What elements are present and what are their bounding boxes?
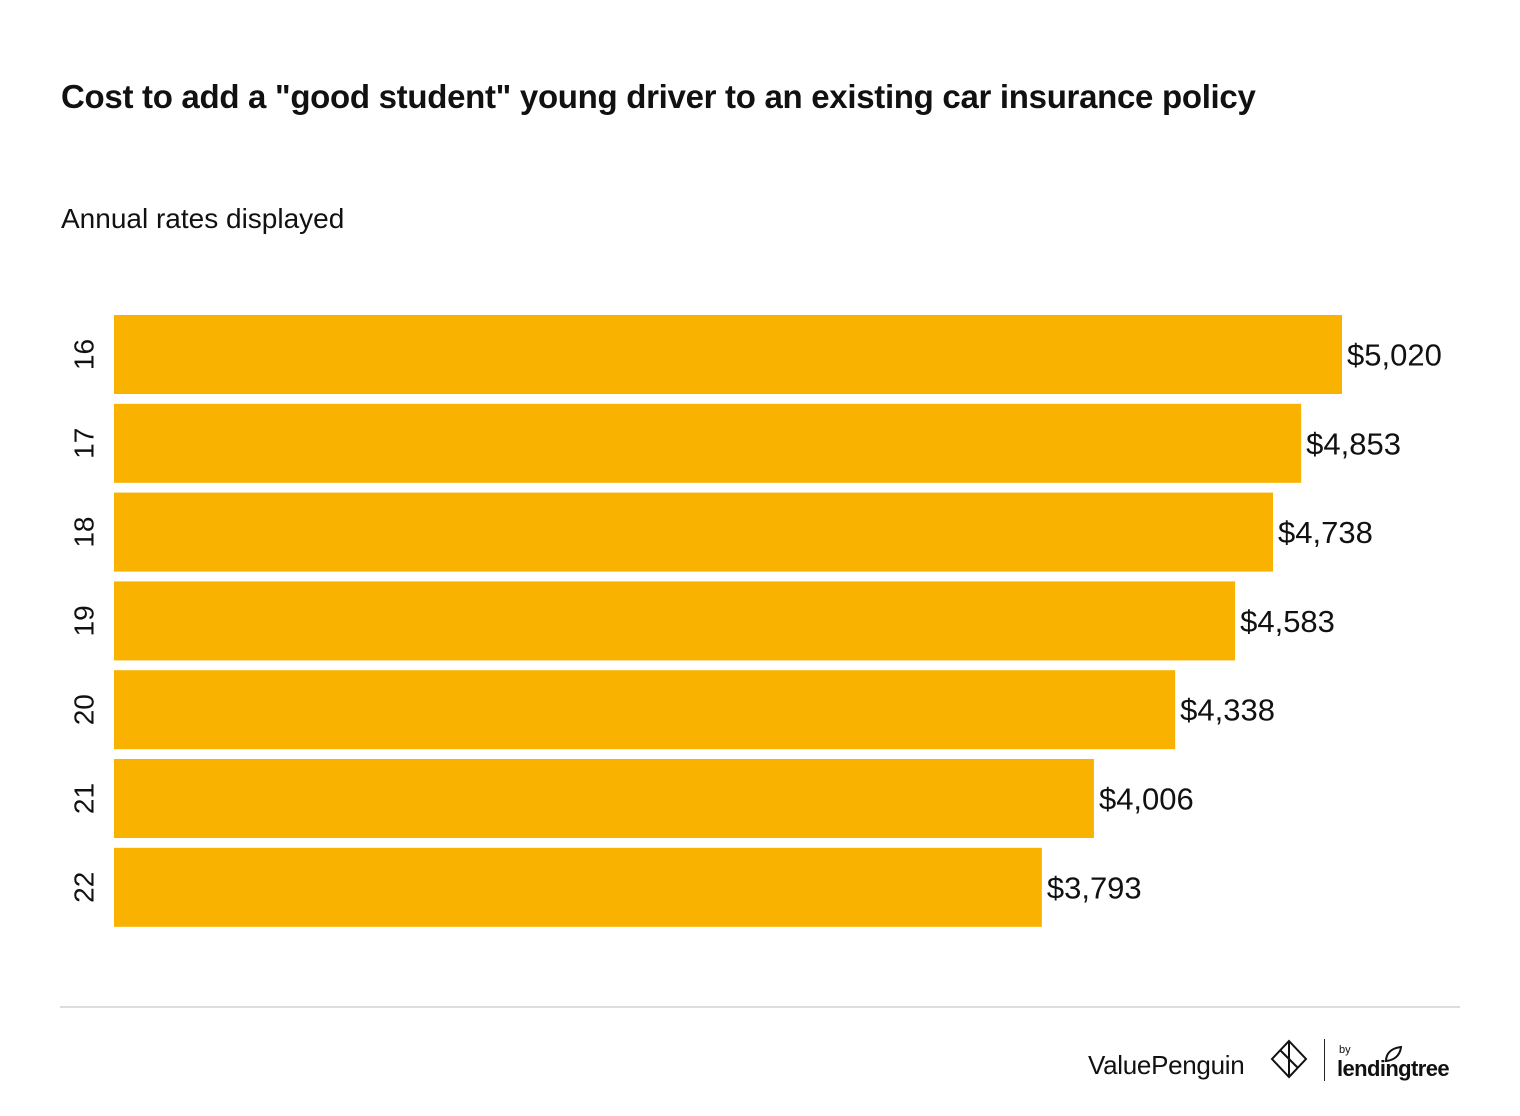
data-label-age-22: $3,793: [1047, 870, 1142, 905]
category-label-age-16: 16: [69, 339, 100, 370]
footer-separator: [1324, 1039, 1325, 1081]
chart-title: Cost to add a "good student" young drive…: [61, 78, 1256, 115]
bar-age-20: [114, 670, 1176, 750]
partner-name: lendingtree: [1337, 1056, 1450, 1081]
category-label-age-22: 22: [69, 872, 100, 903]
brand-name: ValuePenguin: [1088, 1050, 1245, 1080]
bar-age-19: [114, 581, 1236, 661]
data-label-age-16: $5,020: [1347, 338, 1442, 373]
bar-chart: $5,020 16 $4,853 17 $4,738 18 $4,583 19 $4,338 20…: [69, 315, 1442, 927]
chart-subtitle: Annual rates displayed: [61, 203, 345, 234]
bar-age-16: [114, 315, 1342, 394]
leaf-icon: [1384, 1046, 1402, 1062]
category-label-age-18: 18: [69, 517, 100, 548]
category-label-age-20: 20: [69, 694, 100, 725]
footer-by-label: by: [1339, 1044, 1351, 1056]
data-label-age-17: $4,853: [1306, 426, 1401, 461]
data-label-age-21: $4,006: [1099, 782, 1194, 817]
category-label-age-17: 17: [69, 428, 100, 459]
footer-divider: [60, 1006, 1460, 1008]
bar-age-22: [114, 847, 1042, 927]
data-label-age-18: $4,738: [1278, 515, 1373, 550]
bar-age-18: [114, 492, 1274, 572]
valuepenguin-logo-icon: [1270, 1039, 1308, 1079]
data-label-age-20: $4,338: [1180, 693, 1275, 728]
category-label-age-21: 21: [69, 783, 100, 814]
category-label-age-19: 19: [69, 605, 100, 636]
bar-age-21: [114, 759, 1094, 838]
bar-age-17: [114, 403, 1302, 483]
data-label-age-19: $4,583: [1240, 604, 1335, 639]
